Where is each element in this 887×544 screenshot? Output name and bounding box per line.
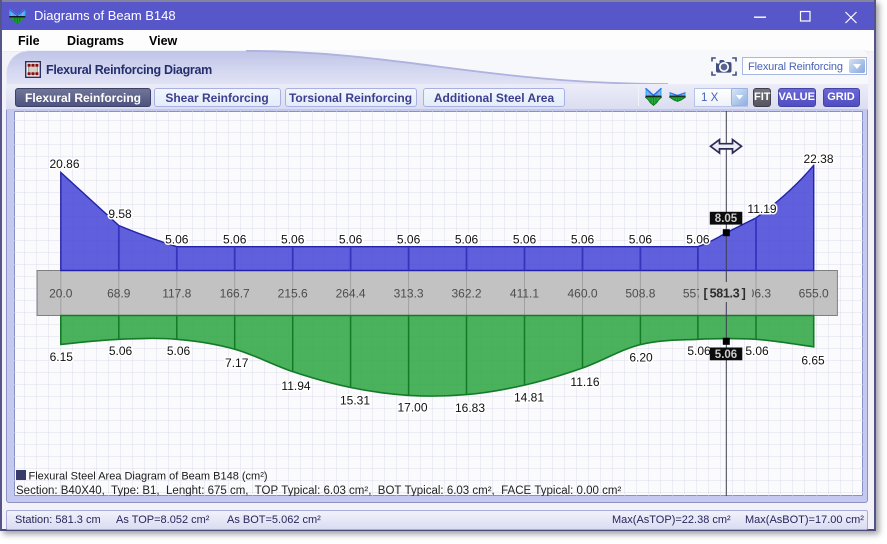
- svg-text:215.6: 215.6: [278, 287, 308, 301]
- svg-text:6.65: 6.65: [801, 353, 825, 367]
- svg-text:5.06: 5.06: [223, 233, 247, 247]
- svg-text:655.0: 655.0: [799, 287, 829, 301]
- svg-text:7.17: 7.17: [225, 356, 249, 370]
- svg-text:5.06: 5.06: [745, 344, 769, 358]
- svg-text:8.05: 8.05: [715, 213, 738, 225]
- svg-text:22.38: 22.38: [803, 152, 833, 166]
- svg-text:362.2: 362.2: [451, 287, 481, 301]
- svg-text:411.1: 411.1: [510, 287, 539, 301]
- svg-text:11.16: 11.16: [570, 375, 599, 389]
- svg-text:5.06: 5.06: [167, 344, 191, 358]
- svg-text:6.20: 6.20: [629, 350, 653, 364]
- svg-text:5.06: 5.06: [165, 233, 189, 247]
- svg-text:5.06: 5.06: [686, 233, 710, 247]
- svg-text:6.15: 6.15: [50, 350, 74, 364]
- svg-text:5.06: 5.06: [571, 233, 595, 247]
- svg-text:17.00: 17.00: [397, 401, 427, 415]
- svg-text:Section: B40X40, Type: B1, L: Section: B40X40, Type: B1, Lenght: 675 c…: [16, 485, 621, 496]
- svg-text:20.0: 20.0: [49, 287, 73, 301]
- svg-text:460.0: 460.0: [567, 287, 597, 301]
- svg-text:[ 581.3 ]: [ 581.3 ]: [704, 287, 746, 301]
- svg-text:5.06: 5.06: [397, 233, 421, 247]
- svg-text:313.3: 313.3: [394, 287, 424, 301]
- svg-text:14.81: 14.81: [514, 391, 544, 405]
- svg-text:5.06: 5.06: [629, 233, 653, 247]
- svg-text:5.06: 5.06: [715, 349, 737, 361]
- svg-text:5.06: 5.06: [339, 233, 363, 247]
- svg-text:15.31: 15.31: [340, 394, 370, 408]
- svg-text:5.06: 5.06: [687, 344, 711, 358]
- svg-text:508.8: 508.8: [625, 287, 655, 301]
- svg-text:264.4: 264.4: [336, 287, 366, 301]
- svg-text:5.06: 5.06: [281, 233, 305, 247]
- svg-text:5.06: 5.06: [455, 233, 479, 247]
- svg-text:166.7: 166.7: [220, 287, 250, 301]
- svg-text:5.06: 5.06: [109, 344, 133, 358]
- svg-text:16.83: 16.83: [455, 401, 485, 415]
- svg-text:9.58: 9.58: [108, 207, 132, 221]
- svg-text:11.19: 11.19: [747, 202, 776, 216]
- svg-text:117.8: 117.8: [162, 287, 191, 301]
- svg-text:5.06: 5.06: [513, 233, 537, 247]
- svg-text:Flexural Steel Area Diagram of: Flexural Steel Area Diagram of Beam B148…: [29, 471, 268, 483]
- svg-text:20.86: 20.86: [49, 157, 79, 171]
- svg-text:68.9: 68.9: [107, 287, 131, 301]
- svg-text:11.94: 11.94: [281, 379, 310, 393]
